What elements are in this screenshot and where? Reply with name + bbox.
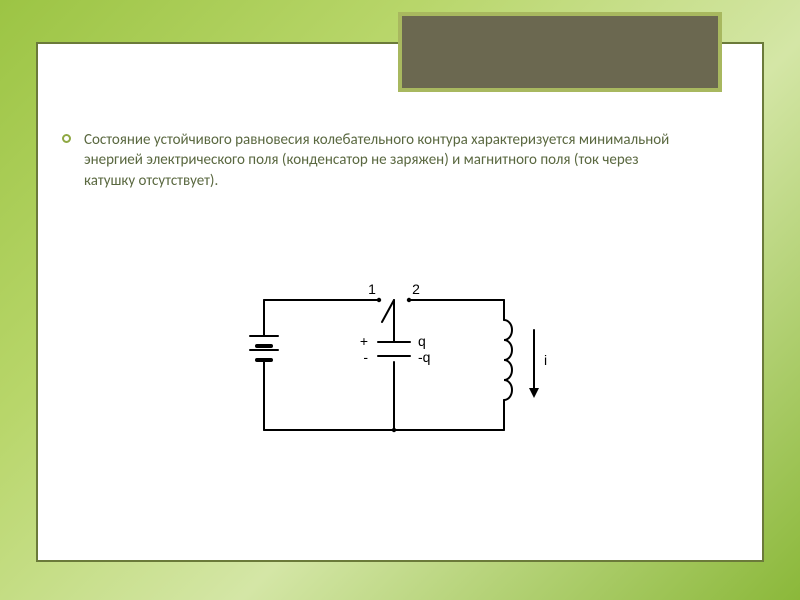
svg-text:q: q [418, 333, 426, 349]
bullet-text: Состояние устойчивого равновесия колебат… [84, 130, 684, 191]
svg-text:-q: -q [418, 349, 430, 365]
circuit-diagram: 12+-q-qi [244, 280, 564, 460]
svg-text:-: - [363, 349, 368, 365]
svg-text:i: i [544, 352, 547, 368]
circuit-svg: 12+-q-qi [244, 280, 564, 460]
bullet-marker [62, 134, 71, 143]
svg-text:2: 2 [412, 281, 420, 297]
title-placeholder-box [398, 12, 722, 92]
svg-text:+: + [360, 333, 368, 349]
svg-text:1: 1 [368, 281, 376, 297]
